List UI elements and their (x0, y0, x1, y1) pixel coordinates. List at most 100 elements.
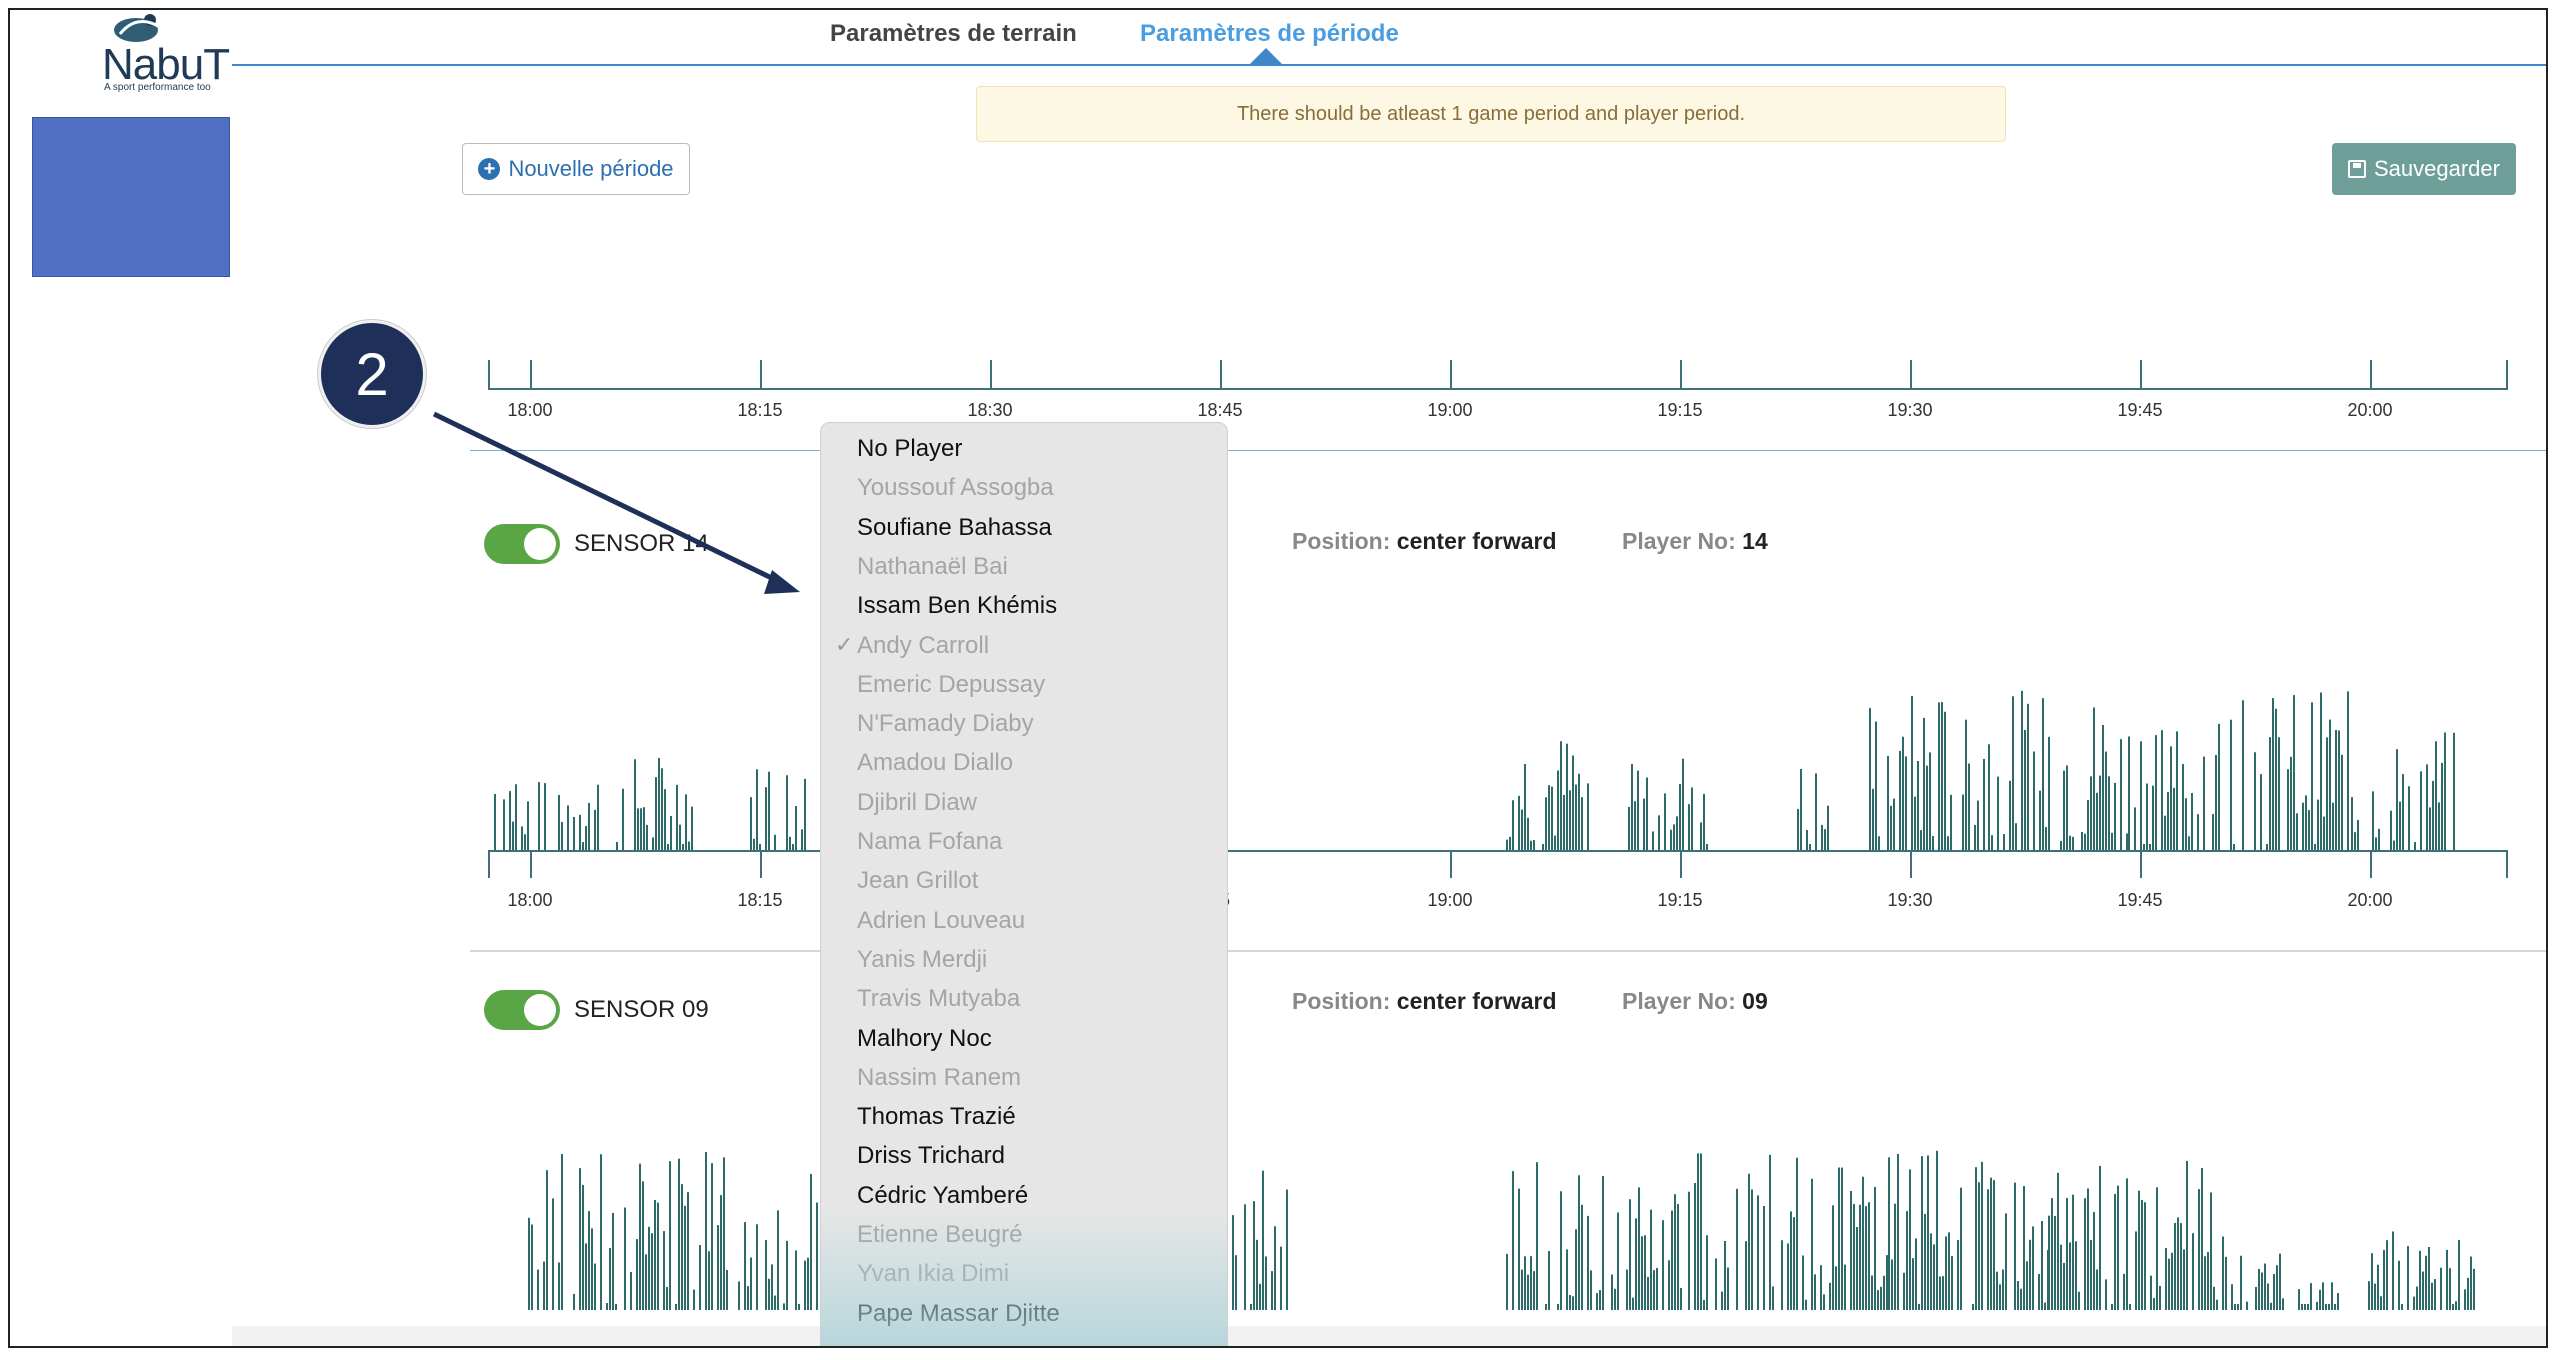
activity-bar (2176, 731, 2178, 850)
axis-tick (990, 360, 992, 388)
activity-bar (759, 844, 761, 850)
activity-bar (606, 1303, 608, 1310)
tab-terrain-settings[interactable]: Paramètres de terrain (830, 20, 1077, 47)
tab-period-settings[interactable]: Paramètres de période (1140, 20, 1399, 47)
activity-bar (1569, 1295, 1571, 1310)
player-option-label: Djibril Diaw (857, 788, 978, 816)
player-option[interactable]: Driss Trichard (857, 1142, 1005, 1170)
sidebar-panel[interactable] (32, 117, 230, 277)
activity-bar (2099, 775, 2101, 850)
period-timeline-axis[interactable]: 18:00 18:15 18:30 18:45 19:00 19:15 19:30 19:45… (488, 360, 2508, 420)
new-period-button[interactable]: + Nouvelle période (462, 143, 690, 195)
activity-bar (786, 775, 788, 850)
player-no-value: 14 (1742, 528, 1768, 554)
player-option[interactable]: Yanis Merdji (857, 946, 987, 974)
activity-bar (1599, 1290, 1601, 1310)
activity-bar (546, 1170, 548, 1310)
activity-bar (2296, 813, 2298, 850)
activity-bar (1265, 1256, 1267, 1310)
activity-bar (1929, 752, 1931, 850)
activity-bar (1880, 1286, 1882, 1310)
activity-bar (2269, 737, 2271, 850)
activity-bar (2198, 1189, 2200, 1310)
new-period-label: Nouvelle période (508, 156, 674, 181)
activity-bar (624, 1207, 626, 1310)
player-option[interactable]: Nathanaël Bai (857, 553, 1008, 581)
activity-bar (1938, 702, 1940, 850)
activity-bar (1575, 784, 1577, 850)
activity-bar (2328, 1304, 2330, 1310)
activity-bar (2060, 1244, 2062, 1310)
activity-bar (2276, 1265, 2278, 1310)
player-select-dropdown[interactable]: No Player Youssouf Assogba Soufiane Bahass… (820, 422, 1228, 1346)
activity-bar (2150, 1275, 2152, 1310)
sensor-09-toggle[interactable] (484, 990, 560, 1030)
player-option[interactable]: Amadou Diallo (857, 749, 1013, 777)
activity-bar (1641, 1236, 1643, 1310)
activity-bar (2458, 1239, 2460, 1310)
activity-bar (1991, 835, 1993, 850)
activity-bar (1936, 1150, 1938, 1310)
activity-bar (1930, 1233, 1932, 1310)
activity-bar (2138, 1190, 2140, 1310)
activity-bar (2270, 1302, 2272, 1310)
activity-bar (1677, 1203, 1679, 1310)
activity-bar (1527, 1274, 1529, 1310)
player-option[interactable]: Jean Grillot (857, 867, 978, 895)
player-option[interactable]: Etienne Beugré (857, 1221, 1022, 1249)
player-option[interactable]: Adrien Louveau (857, 907, 1025, 935)
activity-bar (1977, 800, 1979, 850)
save-button[interactable]: Sauvegarder (2332, 143, 2516, 195)
player-option[interactable]: Youssouf Assogba (857, 474, 1054, 502)
activity-bar (637, 808, 639, 850)
player-option[interactable]: Pape Massar Djitte (857, 1300, 1060, 1328)
player-no-value: 09 (1742, 988, 1768, 1014)
player-option[interactable]: Issam Ben Khémis (857, 592, 1057, 620)
activity-bar (2084, 833, 2086, 850)
activity-bar (2301, 1304, 2303, 1310)
activity-bar (1521, 809, 1523, 850)
activity-bar (1877, 1290, 1879, 1310)
sensor-14-toggle[interactable] (484, 524, 560, 564)
activity-bar (1797, 808, 1799, 850)
player-option-label: Nama Fofana (857, 828, 1003, 855)
activity-bar (1899, 750, 1901, 850)
activity-bar (679, 824, 681, 850)
player-option[interactable]: Travis Mutyaba (857, 985, 1020, 1013)
activity-bar (2134, 807, 2136, 850)
activity-bar (2069, 835, 2071, 850)
activity-bar (1509, 836, 1511, 850)
player-option[interactable]: Cédric Yamberé (857, 1182, 1028, 1210)
activity-bar (1569, 790, 1571, 850)
player-option-label: Nathanaël Bai (857, 552, 1008, 580)
activity-bar (756, 769, 758, 850)
axis-tick-label: 19:30 (1887, 400, 1933, 420)
activity-bar (2335, 729, 2337, 850)
activity-bar (2396, 749, 2398, 850)
player-option[interactable]: Thomas Trazié (857, 1103, 1016, 1131)
player-option[interactable]: Soufiane Bahassa (857, 514, 1052, 542)
activity-bar (795, 806, 797, 850)
activity-bar (2041, 1220, 2043, 1310)
activity-bar (2128, 736, 2130, 850)
activity-bar (1911, 696, 1913, 850)
activity-bar (2334, 1304, 2336, 1310)
player-option[interactable]: N'Famady Diaby (857, 710, 1034, 738)
activity-bar (1827, 805, 1829, 850)
player-option[interactable]: ✓ Andy Carroll (835, 632, 989, 660)
player-option[interactable]: No Player (857, 435, 962, 463)
activity-bar (2002, 1269, 2004, 1310)
brand-logo[interactable]: NabuT A sport performance too (102, 12, 238, 102)
player-option[interactable]: Malhory Noc (857, 1025, 992, 1053)
activity-bar (2045, 827, 2047, 850)
activity-bar (2261, 1272, 2263, 1310)
player-option[interactable]: Emeric Depussay (857, 671, 1045, 699)
player-option[interactable]: Nama Fofana (857, 828, 1002, 856)
player-option[interactable]: Djibril Diaw (857, 789, 977, 817)
activity-bar (2165, 1247, 2167, 1310)
activity-bar (2009, 780, 2011, 850)
player-option-label: Thomas Trazié (857, 1103, 1016, 1131)
activity-bar (2111, 832, 2113, 850)
player-option[interactable]: Yvan Ikia Dimi (857, 1260, 1009, 1288)
player-option[interactable]: Nassim Ranem (857, 1064, 1021, 1092)
